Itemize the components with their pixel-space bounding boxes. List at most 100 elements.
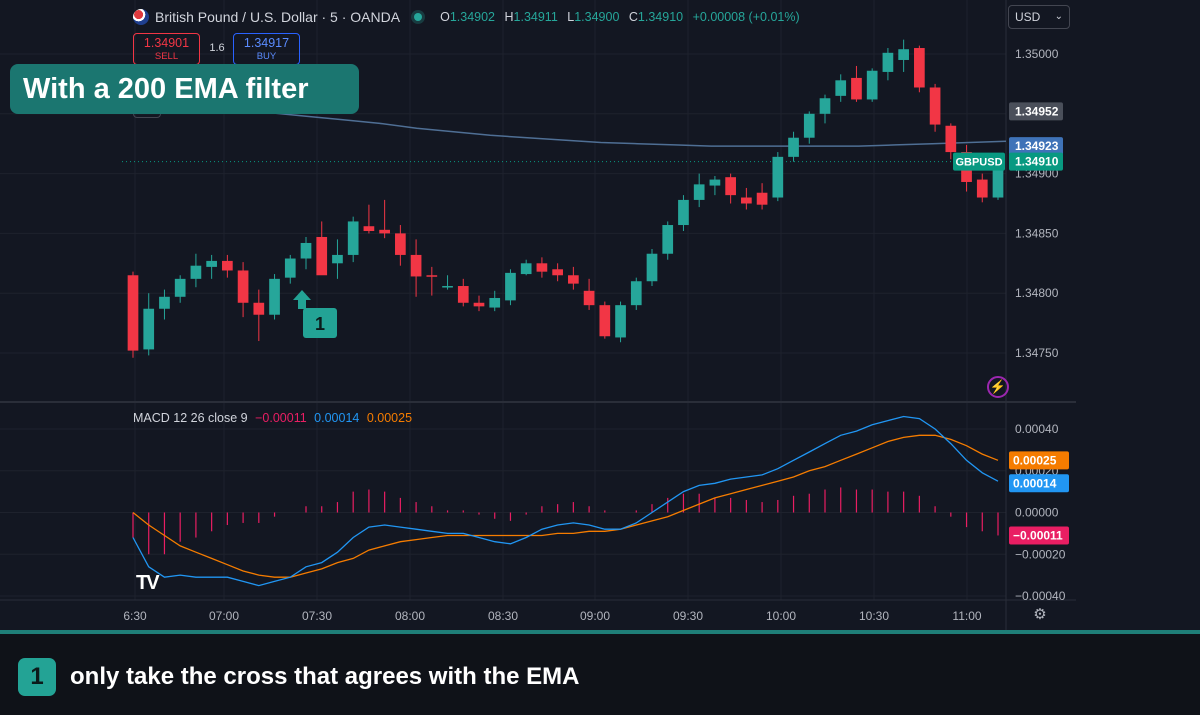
candle [457, 278, 469, 307]
macd-axis-label-bg [1009, 474, 1069, 493]
candle-body [505, 272, 516, 301]
price-tick-label: 1.35000 [1015, 47, 1059, 61]
candle [489, 290, 501, 312]
candle-body [709, 179, 721, 186]
price-axis-label: 1.34952 [1015, 104, 1059, 118]
time-tick-label: 08:00 [395, 609, 425, 623]
candle [442, 275, 453, 290]
ohlc-key-high: H [504, 10, 514, 24]
candle [851, 65, 862, 102]
lightning-icon[interactable]: ⚡ [987, 376, 1009, 398]
macd-tick-label: 0.00040 [1015, 422, 1059, 436]
tradingview-logo-icon[interactable]: TV [136, 572, 160, 594]
candle-body [772, 156, 784, 198]
candle-body [520, 263, 532, 275]
signal-marker-label: 1 [315, 314, 325, 334]
candle [630, 277, 642, 310]
candle [174, 275, 186, 303]
macd-axis-label-bg [1009, 526, 1069, 545]
gear-icon[interactable]: ⚙ [1033, 606, 1047, 623]
candle-body [693, 184, 705, 200]
price-axis-label-bg [1009, 102, 1063, 121]
step-badge: 1 [18, 658, 56, 696]
candles [127, 39, 1004, 358]
candle-body [599, 305, 611, 337]
candle-body [945, 125, 957, 153]
candle-body [489, 297, 501, 308]
candle-body [678, 199, 689, 226]
candle-body [725, 177, 736, 196]
candle [316, 221, 328, 276]
candle [819, 94, 831, 124]
signal-arrow-icon [293, 290, 311, 309]
candle-body [347, 221, 359, 255]
candle [206, 254, 217, 279]
buy-button[interactable]: 1.34917 BUY [233, 33, 300, 65]
candle-body [379, 229, 390, 234]
candle-body [992, 167, 1004, 198]
ohlc-close: 1.34910 [637, 10, 684, 24]
sell-price: 1.34901 [143, 36, 190, 50]
time-tick-label: 09:00 [580, 609, 610, 623]
candle [709, 175, 721, 196]
symbol-header[interactable]: British Pound / U.S. Dollar · 5 · OANDA … [133, 7, 800, 27]
candle-body [882, 52, 894, 72]
candle [945, 123, 957, 160]
currency-selector[interactable]: USD ⌄ [1008, 5, 1070, 29]
symbol-tag-bg [953, 152, 1005, 171]
symbol-title[interactable]: British Pound / U.S. Dollar · 5 · OANDA [155, 9, 401, 25]
candle [568, 266, 579, 290]
candle [772, 152, 784, 202]
candle-body [143, 308, 155, 350]
time-tick-label: 6:30 [123, 609, 147, 623]
macd-tick-label: 0.00000 [1015, 506, 1059, 520]
candle [536, 257, 548, 278]
ohlc-key-close: C [628, 10, 638, 24]
macd-line [132, 415, 999, 587]
currency-value: USD [1015, 10, 1041, 24]
candle [395, 225, 406, 266]
time-tick-label: 10:30 [859, 609, 889, 623]
candle [914, 45, 925, 93]
candle-body [284, 258, 296, 278]
macd-histogram-value: −0.00011 [255, 411, 307, 425]
ohlc-high: 1.34911 [513, 10, 558, 24]
macd-legend[interactable]: MACD 12 26 close 9 −0.00011 0.00014 0.00… [133, 411, 416, 425]
macd-axis-label: 0.00025 [1013, 453, 1057, 467]
time-tick-label: 09:30 [673, 609, 703, 623]
candle [473, 295, 485, 312]
candle [347, 216, 359, 263]
price-tick-label: 1.34750 [1015, 346, 1059, 360]
candle [929, 83, 941, 132]
candle-body [788, 137, 799, 157]
candle-body [819, 98, 831, 114]
candle-body [568, 275, 579, 284]
gbp-usd-flag-icon [133, 9, 149, 25]
ohlc-key-open: O [440, 10, 450, 24]
candle-body [159, 296, 170, 309]
candle-body [646, 253, 658, 282]
macd-tick-label: −0.00020 [1015, 547, 1066, 561]
macd-histogram [132, 487, 999, 555]
candle-body [316, 236, 328, 276]
candle-body [237, 270, 249, 303]
candle-body [253, 302, 265, 315]
candle [803, 111, 815, 144]
macd-axis-label-bg [1009, 451, 1069, 470]
sell-button[interactable]: 1.34901 SELL [133, 33, 200, 65]
candle [646, 248, 658, 287]
caption-text: only take the cross that agrees with the… [70, 663, 580, 690]
candle-body [300, 242, 312, 259]
candle-body [630, 281, 642, 306]
candle [552, 263, 563, 282]
macd-signal-line [132, 434, 999, 578]
candle [882, 48, 894, 81]
ohlc-low: 1.34900 [574, 10, 620, 24]
annotation-banner: With a 200 EMA filter [10, 64, 359, 114]
candle-body [976, 179, 988, 198]
candle-body [206, 260, 217, 267]
candle-body [536, 263, 548, 272]
ohlc-values: O1.34902 H1.34911 L1.34900 C1.34910 +0.0… [434, 10, 800, 24]
time-tick-label: 08:30 [488, 609, 518, 623]
